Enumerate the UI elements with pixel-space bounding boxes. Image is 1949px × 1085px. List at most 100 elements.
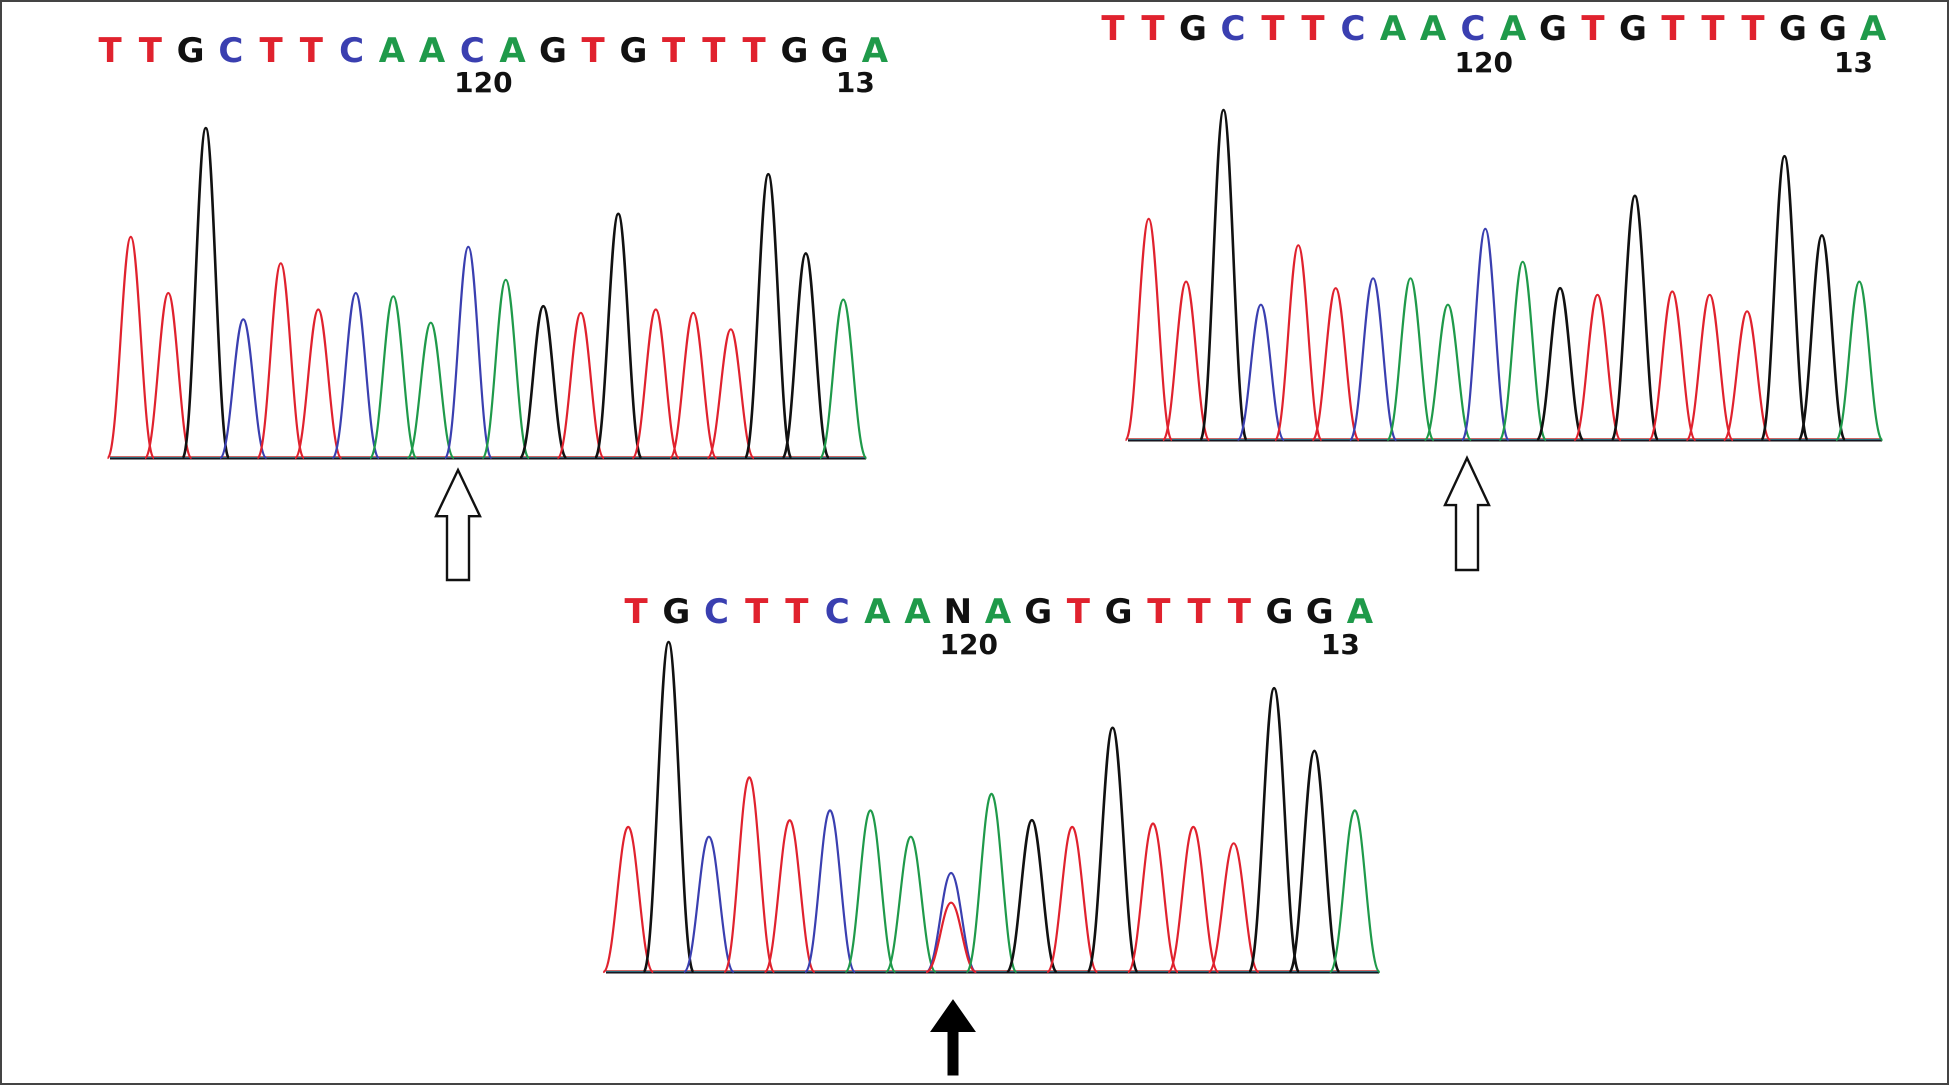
chromatogram-peak [218, 318, 268, 460]
base-call-label: T [662, 31, 686, 71]
chromatogram-peak [763, 819, 816, 974]
base-call-label: T [98, 31, 122, 71]
chromatogram-peak [1835, 280, 1884, 442]
chromatogram-peak [1610, 194, 1660, 442]
open-up-arrow-icon [1443, 455, 1491, 572]
base-call-label: T [1661, 9, 1685, 49]
chromatogram-peak [1760, 154, 1809, 442]
chromatogram-peak [1423, 303, 1473, 442]
base-call-label: G [1024, 592, 1052, 632]
filled-up-arrow-icon [930, 999, 976, 1076]
chromatogram-peak [844, 809, 897, 974]
chromatogram-peak [1722, 310, 1772, 442]
base-call-label: A [904, 592, 931, 632]
base-call-label: A [1500, 9, 1527, 49]
chromatogram-peak [925, 901, 977, 974]
base-call-label: C [825, 592, 850, 632]
chromatogram-peak [1236, 303, 1286, 442]
chromatogram-peak [706, 328, 756, 460]
chromatogram-peak [1161, 280, 1211, 442]
base-call-label: T [742, 31, 766, 71]
chromatogram-peak [803, 809, 857, 974]
base-call-label: T [139, 31, 163, 71]
chromatogram-peak [331, 291, 381, 460]
position-label: 120 [940, 628, 998, 661]
base-call-label: T [1141, 9, 1165, 49]
base-call-label: T [1261, 9, 1285, 49]
base-call-label: T [1101, 9, 1125, 49]
base-call-label: T [785, 592, 809, 632]
base-call-label: G [821, 31, 849, 71]
chromatogram-peak [556, 311, 606, 460]
chromatogram-peak [256, 262, 306, 460]
base-call-label: A [1380, 9, 1407, 49]
base-call-label: C [1221, 9, 1246, 49]
base-call-label: G [1619, 9, 1647, 49]
base-call-label: A [499, 31, 526, 71]
base-call-label: A [1420, 9, 1447, 49]
chromatogram-peak [368, 295, 418, 460]
base-call-label: A [379, 31, 406, 71]
base-call-label: T [581, 31, 605, 71]
chromatogram-peak [1461, 227, 1510, 442]
chromatogram-peak [1797, 234, 1847, 442]
chromatogram-peak [1207, 842, 1260, 974]
base-call-label: T [1701, 9, 1725, 49]
chromatogram-peak [642, 640, 695, 974]
base-call-label: G [177, 31, 205, 71]
chromatogram-peak [1535, 286, 1585, 442]
base-call-label: G [619, 31, 647, 71]
base-call-label: G [1306, 592, 1334, 632]
base-call-label: A [862, 31, 889, 71]
chromatogram-peak [1199, 108, 1248, 442]
base-call-label: A [864, 592, 891, 632]
base-call-label: C [339, 31, 364, 71]
base-call-label: G [662, 592, 690, 632]
chromatogram-peak [925, 871, 978, 974]
chromatogram-peak [1086, 726, 1139, 974]
base-call-label: A [985, 592, 1012, 632]
base-call-label: C [1461, 9, 1486, 49]
base-call-label: T [1187, 592, 1211, 632]
base-call-label: N [944, 592, 972, 632]
base-call-label: T [1741, 9, 1765, 49]
chromatogram-peak [143, 291, 193, 460]
chromatogram-peak [1274, 244, 1323, 442]
chromatogram-peak [1573, 293, 1622, 442]
chromatogram-peak [1498, 260, 1547, 442]
base-call-label: T [702, 31, 726, 71]
position-label: 13 [836, 66, 875, 99]
chromatogram-peak [481, 278, 531, 460]
chromatogram-peak [406, 321, 456, 460]
chromatogram-peak [1167, 825, 1220, 974]
chromatogram-peak [818, 298, 868, 460]
chromatogram-peak [631, 308, 681, 460]
chromatogram-peak [1124, 217, 1173, 442]
chromatogram-peak [602, 825, 655, 974]
base-call-label: T [1581, 9, 1605, 49]
chromatogram-peak [1685, 293, 1734, 442]
base-call-label: G [1179, 9, 1207, 49]
chromatogram-peak [1311, 287, 1360, 442]
chromatogram-peak [1328, 809, 1381, 974]
chromatogram-peak [781, 252, 831, 460]
chromatogram-peak [518, 304, 568, 460]
position-label: 13 [1321, 628, 1360, 661]
base-call-label: C [704, 592, 729, 632]
base-call-label: T [259, 31, 283, 71]
chromatogram-peak [1288, 749, 1341, 974]
base-call-label: G [539, 31, 567, 71]
base-call-label: T [1301, 9, 1325, 49]
base-call-label: G [1539, 9, 1567, 49]
chromatogram-peak [443, 245, 493, 460]
base-call-label: T [1228, 592, 1252, 632]
chromatogram-peak [884, 835, 937, 974]
base-call-label: G [1819, 9, 1847, 49]
chromatogram-peak [723, 776, 776, 974]
